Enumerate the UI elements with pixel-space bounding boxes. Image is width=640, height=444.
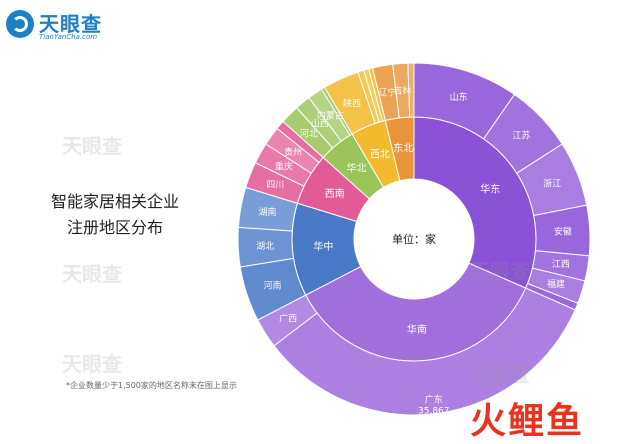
region-label: 华中 bbox=[313, 240, 333, 253]
province-label: 浙江 bbox=[543, 178, 561, 190]
province-label: 辽宁 bbox=[378, 86, 396, 98]
region-label: 华东 bbox=[480, 182, 500, 195]
region-label: 东北 bbox=[393, 142, 413, 155]
province-label: 贵州 bbox=[284, 146, 302, 158]
province-label: 湖北 bbox=[256, 241, 274, 252]
province-label: 广西 bbox=[279, 313, 297, 325]
brand-logo: 火鲤鱼 bbox=[470, 401, 585, 442]
province-label: 江西 bbox=[552, 259, 570, 270]
province-label: 吉林 bbox=[393, 84, 411, 96]
province-label: 内蒙古 bbox=[317, 110, 344, 122]
province-label: 湖南 bbox=[258, 206, 276, 218]
footnote: *企业数量少于1,500家的地区名称未在图上显示 bbox=[66, 381, 237, 390]
province-label: 福建 bbox=[547, 278, 565, 290]
province-label: 重庆 bbox=[275, 160, 293, 172]
province-label: 山西 bbox=[311, 119, 329, 130]
province-label: 四川 bbox=[266, 181, 284, 191]
logo-name: 天眼查 bbox=[39, 12, 102, 36]
province-label: 河南 bbox=[263, 280, 281, 292]
province-label: 陕西 bbox=[343, 97, 361, 109]
province-segment bbox=[407, 62, 415, 118]
region-label: 西北 bbox=[370, 149, 390, 161]
province-label: 河北 bbox=[300, 128, 318, 140]
region-label: 华南 bbox=[407, 323, 427, 336]
tianyancha-logo: 天眼查 TianYanCha.com bbox=[6, 6, 126, 46]
center-label: 单位：家 bbox=[392, 232, 436, 246]
province-segment bbox=[273, 287, 576, 416]
region-label: 西南 bbox=[325, 187, 345, 200]
center-hole bbox=[354, 179, 474, 299]
province-label: 江苏 bbox=[512, 130, 530, 142]
province-label: 山东 bbox=[450, 91, 468, 103]
chart-title: 智能家居相关企业 注册地区分布 bbox=[30, 189, 200, 241]
province-label: 安徽 bbox=[554, 226, 572, 238]
region-label: 华北 bbox=[346, 162, 366, 175]
chart-title-line-2: 注册地区分布 bbox=[66, 218, 163, 237]
logo-mark-icon bbox=[6, 10, 34, 38]
province-label: 广东 35,867 bbox=[418, 393, 450, 416]
chart-title-line-1: 智能家居相关企业 bbox=[50, 192, 179, 211]
logo-url: TianYanCha.com bbox=[39, 33, 98, 41]
